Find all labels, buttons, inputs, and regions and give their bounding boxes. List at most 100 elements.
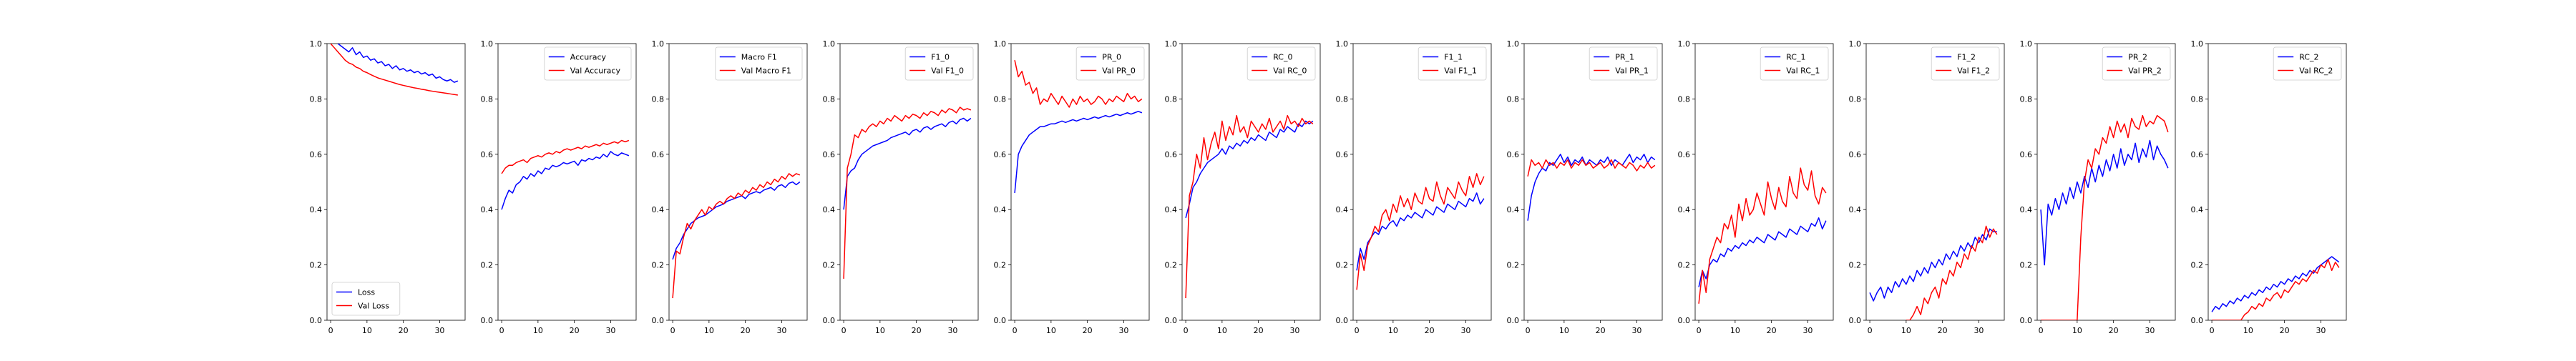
series-line-loss	[337, 44, 459, 83]
chart-panel-11: 0.0 0.2 0.4 0.6 0.8 1.0 0 10 20 30 PR_2 Val PR_2	[2020, 39, 2176, 335]
y-tick-label: 0.0	[1678, 316, 1691, 325]
legend-label: PR_0	[1102, 53, 1121, 62]
y-tick-label: 0.0	[652, 316, 665, 325]
x-tick-label: 20	[912, 326, 922, 335]
x-tick-label: 0	[2039, 326, 2044, 335]
legend: Accuracy Val Accuracy	[544, 46, 632, 81]
y-tick-label: 0.2	[1336, 261, 1349, 270]
y-tick-label: 0.6	[1507, 150, 1520, 159]
chart-panel-9: 0.0 0.2 0.4 0.6 0.8 1.0 0 10 20 30 RC_1 Val RC_1	[1678, 39, 1834, 335]
x-tick-label: 0	[1184, 326, 1189, 335]
y-tick-label: 0.4	[481, 205, 494, 214]
y-tick-label: 0.6	[310, 150, 323, 159]
y-tick-label: 0.4	[994, 205, 1007, 214]
series-lines	[2040, 114, 2169, 320]
x-tick-label: 0	[328, 326, 333, 335]
legend-label: Val Macro F1	[741, 66, 791, 76]
y-tick-label: 0.0	[2020, 316, 2033, 325]
y-tick-label: 1.0	[310, 39, 323, 49]
legend-label: Accuracy	[570, 53, 607, 62]
x-tick-label: 20	[2109, 326, 2119, 335]
y-tick-label: 1.0	[652, 39, 665, 49]
legend-label: RC_0	[1273, 53, 1292, 62]
x-tick-label: 30	[2316, 326, 2326, 335]
chart-panel-6: 0.0 0.2 0.4 0.6 0.8 1.0 0 10 20 30 RC_0 Val RC_0	[1165, 39, 1321, 335]
y-tick-label: 0.8	[2020, 94, 2033, 104]
legend-label: PR_1	[1615, 53, 1634, 62]
x-tick-label: 10	[2072, 326, 2082, 335]
y-tick-label: 1.0	[2191, 39, 2204, 49]
y-tick-label: 0.2	[1165, 261, 1178, 270]
y-tick-label: 0.6	[481, 150, 494, 159]
axes-frame	[2207, 43, 2347, 321]
legend-box	[2273, 46, 2342, 81]
legend-label: RC_2	[2299, 53, 2318, 62]
legend-label: F1_2	[1957, 53, 1976, 62]
legend-label: F1_0	[931, 53, 950, 62]
legend: F1_1 Val F1_1	[1418, 46, 1487, 81]
y-tick-label: 0.8	[1849, 94, 1862, 104]
y-tick-label: 1.0	[1507, 39, 1520, 49]
y-tick-label: 0.4	[823, 205, 836, 214]
x-tick-label: 30	[1289, 326, 1299, 335]
series-line-val-f1-2	[1906, 225, 1998, 320]
y-tick-label: 0.2	[1507, 261, 1520, 270]
axes-frame	[1865, 43, 2005, 321]
y-tick-label: 0.0	[481, 316, 494, 325]
series-line-val-rc-0	[1185, 114, 1314, 299]
series-lines	[672, 173, 801, 299]
y-tick-label: 0.2	[2191, 261, 2204, 270]
x-tick-label: 20	[1254, 326, 1264, 335]
series-line-val-pr-2	[2041, 114, 2169, 320]
series-line-macro-f1	[672, 181, 801, 260]
series-line-val-rc-1	[1698, 167, 1827, 304]
x-tick-label: 20	[1425, 326, 1435, 335]
y-tick-label: 0.8	[2191, 94, 2204, 104]
y-tick-label: 0.8	[652, 94, 665, 104]
y-tick-label: 0.0	[994, 316, 1007, 325]
y-tick-label: 0.0	[1507, 316, 1520, 325]
x-tick-label: 20	[399, 326, 409, 335]
y-tick-label: 0.2	[2020, 261, 2033, 270]
x-tick-label: 30	[434, 326, 444, 335]
axes-frame	[497, 43, 637, 321]
y-tick-label: 0.2	[823, 261, 836, 270]
y-tick-label: 0.0	[2191, 316, 2204, 325]
y-tick-label: 0.6	[2020, 150, 2033, 159]
x-tick-label: 30	[1631, 326, 1641, 335]
x-tick-label: 10	[533, 326, 543, 335]
legend-label: Val F1_0	[931, 66, 964, 76]
x-tick-label: 0	[1526, 326, 1531, 335]
y-tick-label: 0.0	[1336, 316, 1349, 325]
x-tick-label: 20	[1767, 326, 1777, 335]
x-tick-label: 30	[605, 326, 615, 335]
y-tick-label: 0.4	[2191, 205, 2204, 214]
x-tick-label: 20	[1596, 326, 1606, 335]
y-tick-label: 0.4	[1165, 205, 1178, 214]
series-line-val-f1-1	[1356, 173, 1485, 290]
axes-frame	[1694, 43, 1834, 321]
axes-frame	[2036, 43, 2176, 321]
axes-frame	[1352, 43, 1492, 321]
y-tick-label: 0.6	[1336, 150, 1349, 159]
x-tick-label: 10	[1901, 326, 1911, 335]
x-tick-label: 10	[362, 326, 372, 335]
legend: Macro F1 Val Macro F1	[715, 46, 803, 81]
x-tick-label: 20	[1938, 326, 1948, 335]
series-line-val-pr-1	[1527, 159, 1656, 177]
series-line-val-loss	[330, 44, 458, 96]
chart-panel-3: 0.0 0.2 0.4 0.6 0.8 1.0 0 10 20 30 Macro F1 Val Mac…	[652, 39, 808, 335]
axes-frame	[326, 43, 466, 321]
legend: F1_2 Val F1_2	[1931, 46, 2000, 81]
series-lines	[501, 139, 630, 210]
series-line-f1-1	[1356, 192, 1485, 271]
y-tick-label: 0.8	[1678, 94, 1691, 104]
legend-label: Val PR_2	[2128, 66, 2162, 76]
series-lines	[1698, 167, 1827, 304]
axes-frame	[839, 43, 979, 321]
legend: PR_2 Val PR_2	[2102, 46, 2171, 81]
y-tick-label: 0.2	[481, 261, 494, 270]
y-tick-label: 0.6	[652, 150, 665, 159]
series-lines	[1014, 60, 1143, 194]
legend-label: Val RC_2	[2299, 66, 2333, 76]
